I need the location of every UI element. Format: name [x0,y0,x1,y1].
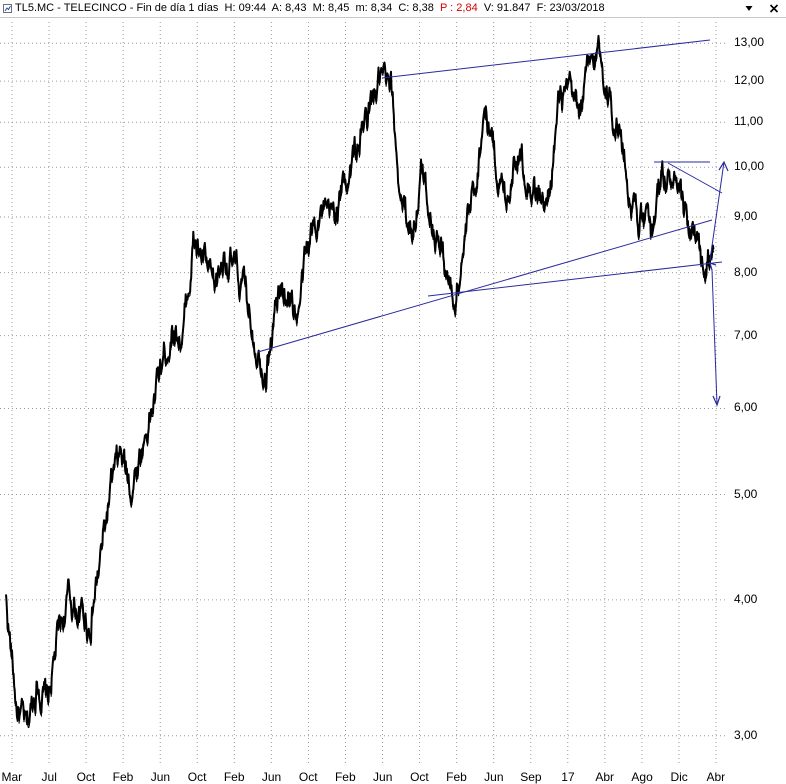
x-tick-label: Dic [670,770,688,784]
x-tick-label: Jul [41,770,57,784]
high-value: 09:44 [238,2,267,14]
p-value: 2,84 [456,2,478,14]
arrow-down-icon [712,395,721,407]
x-tick-label: Jun [484,770,504,784]
volume-value: 91.847 [496,2,531,14]
y-tick-label: 12,00 [734,73,765,88]
y-tick-label: 13,00 [734,35,765,50]
y-tick-label: 6,00 [734,400,758,415]
trendline [257,219,713,353]
arrow-up-icon [718,160,729,172]
trendline [711,269,718,405]
chart-plot [0,22,729,766]
trendlines [257,39,729,407]
trendline [667,162,723,194]
x-tick-label: Oct [410,770,429,784]
a-label: A: [271,2,283,14]
chart-icon [3,4,12,13]
trendline [427,261,723,297]
close-icon[interactable] [768,2,780,15]
horizontal-gridlines [0,42,727,737]
x-tick-label: Feb [446,770,467,784]
min-label: m: [355,2,368,14]
close-value: 8,38 [412,2,434,14]
y-tick-label: 10,00 [734,159,765,174]
y-tick-label: 5,00 [734,486,758,501]
date-label: F: [536,2,547,14]
date-value: 23/03/2018 [549,2,605,14]
y-tick-label: 3,00 [734,727,758,742]
x-tick-label: Mar [1,770,23,784]
y-tick-label: 4,00 [734,591,758,606]
a-value: 8,43 [285,2,307,14]
max-value: 8,45 [327,2,350,14]
x-tick-label: Jun [373,770,393,784]
y-tick-label: 7,00 [734,327,758,342]
y-tick-label: 8,00 [734,264,758,279]
volume-label: V: [483,2,494,14]
chart-title-bar: TL5.MC - TELECINCO - Fin de día 1 días H… [0,0,786,18]
y-tick-label: 11,00 [734,114,764,129]
x-tick-label: Oct [298,770,318,784]
period: Fin de día 1 días [136,2,219,14]
x-tick-label: Abr [706,770,726,784]
y-tick-label: 9,00 [734,208,758,223]
price-series [5,34,715,729]
x-tick-label: Feb [112,770,134,784]
x-tick-label: 17 [561,770,575,784]
x-tick-label: Oct [76,770,96,784]
company-name: TELECINCO [63,2,127,14]
chart-header: TL5.MC - TELECINCO - Fin de día 1 días H… [15,2,605,14]
x-tick-label: Jun [261,770,282,784]
min-value: 8,34 [370,2,393,14]
x-tick-label: Ago [631,770,653,784]
price-range-shadow [5,38,715,729]
p-label: P : [439,2,454,14]
high-label: H: [224,2,236,14]
arrow-mark [709,262,717,271]
x-tick-label: Oct [187,770,207,784]
x-tick-label: Jun [150,770,171,784]
trendline [709,161,725,261]
x-tick-label: Sep [520,770,542,784]
symbol: TL5.MC [15,2,55,14]
arrow-down-icon[interactable] [744,2,754,15]
vertical-gridlines [11,22,717,766]
x-tick-label: Feb [223,770,245,784]
x-tick-label: Abr [595,770,615,784]
max-label: M: [312,2,325,14]
x-tick-label: Feb [334,770,356,784]
close-label: C: [398,2,410,14]
trendline [381,39,711,79]
